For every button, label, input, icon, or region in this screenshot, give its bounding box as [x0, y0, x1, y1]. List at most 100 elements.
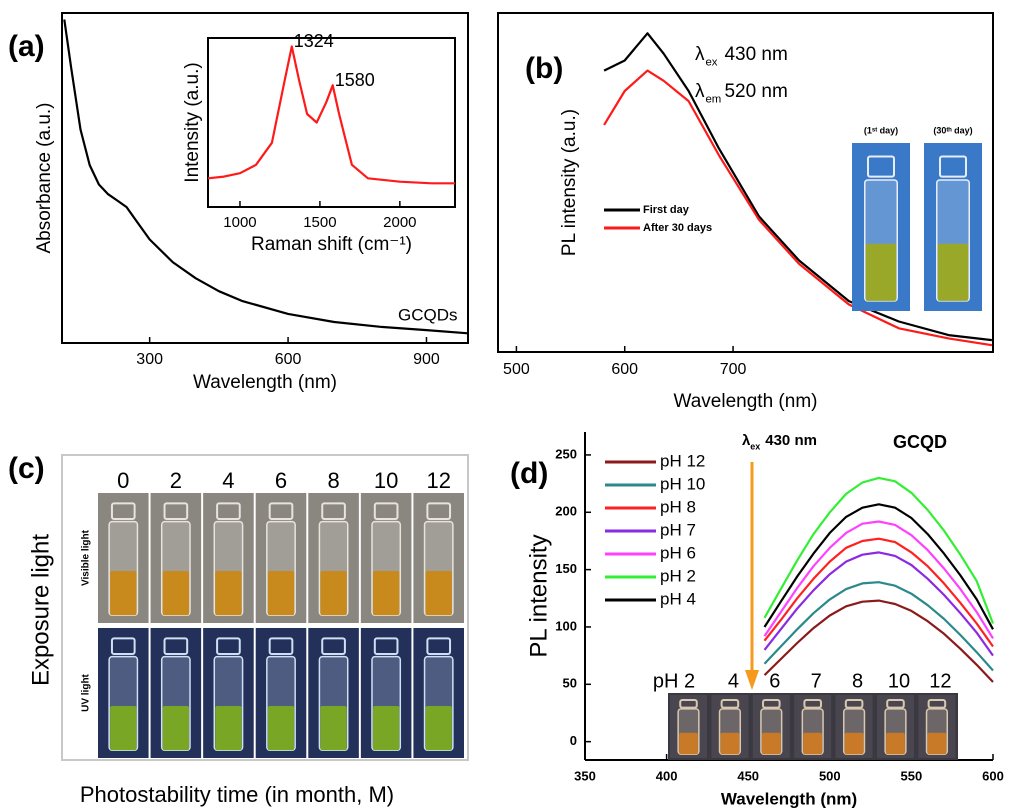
legend-label: After 30 days: [643, 222, 712, 234]
vial-liquid: [845, 733, 864, 754]
vial-liquid: [373, 571, 399, 615]
x-tick-label: 900: [413, 351, 440, 368]
peak-label: 1580: [335, 70, 375, 90]
photo-label: 4: [728, 670, 739, 692]
x-tick-label: 500: [503, 361, 530, 378]
x-tick-label: 600: [275, 351, 302, 368]
x-axis-title: Wavelength (nm): [674, 391, 818, 412]
vial-liquid: [426, 571, 452, 615]
legend-label: pH 2: [660, 566, 696, 585]
column-label: 10: [374, 468, 398, 493]
row-label: Visible light: [81, 529, 92, 586]
vial-liquid: [721, 733, 740, 754]
y-tick-label: 100: [555, 618, 577, 633]
x-tick-label: 1500: [303, 214, 336, 231]
subscript: ex: [750, 441, 760, 451]
vial-liquid: [163, 571, 189, 615]
y-axis-title: PL intensity (a.u.): [559, 109, 580, 256]
figure: 300600900Wavelength (nm)Absorbance (a.u.…: [0, 0, 1011, 812]
photo-label: (1ˢᵗ day): [864, 125, 898, 135]
legend-label: pH 8: [660, 497, 696, 516]
x-tick-label: 550: [901, 768, 923, 783]
sample-label: GCQD: [893, 432, 947, 452]
photo-label: (30ᵗʰ day): [933, 125, 972, 135]
x-tick-label: 500: [819, 768, 841, 783]
x-tick-label: 400: [656, 768, 678, 783]
vial-liquid: [320, 706, 346, 750]
arrow-head: [745, 670, 759, 690]
x-tick-label: 350: [574, 768, 596, 783]
vial-liquid: [938, 244, 968, 301]
legend-label: pH 7: [660, 520, 696, 539]
legend-label: First day: [643, 204, 690, 216]
legend-label: pH 10: [660, 474, 705, 493]
panel-label: (a): [8, 30, 45, 63]
panel-label: (d): [510, 457, 548, 490]
y-axis-title: PL intensity: [525, 534, 552, 657]
column-label: 12: [426, 468, 450, 493]
vial-liquid: [803, 733, 822, 754]
column-label: 0: [117, 468, 129, 493]
vial-liquid: [110, 571, 136, 615]
symbol: λ: [695, 81, 705, 102]
y-tick-label: 200: [555, 504, 577, 519]
panel-label: (c): [8, 452, 45, 485]
legend-label: pH 6: [660, 543, 696, 562]
x-tick-label: 2000: [383, 214, 416, 231]
vial-liquid: [886, 733, 905, 754]
x-tick-label: 700: [720, 361, 747, 378]
annotation: 430 nm: [765, 432, 817, 449]
vial-liquid: [268, 571, 294, 615]
y-tick-label: 0: [570, 733, 577, 748]
subscript: em: [705, 94, 721, 106]
x-tick-label: 600: [611, 361, 638, 378]
photo-label: pH 2: [653, 670, 695, 692]
x-tick-label: 300: [136, 351, 163, 368]
annotation: 430 nm: [724, 44, 787, 65]
photo-label: 10: [888, 670, 910, 692]
annotation: 520 nm: [724, 81, 787, 102]
y-tick-label: 50: [563, 676, 577, 691]
x-axis-title: Raman shift (cm⁻¹): [251, 234, 412, 255]
x-tick-label: 450: [737, 768, 759, 783]
x-tick-label: 600: [982, 768, 1004, 783]
vial-liquid: [426, 706, 452, 750]
vial-liquid: [320, 571, 346, 615]
photo-label: 12: [929, 670, 951, 692]
vial-liquid: [215, 571, 241, 615]
vial-liquid: [373, 706, 399, 750]
column-label: 2: [170, 468, 182, 493]
x-axis-title: Wavelength (nm): [721, 789, 857, 808]
symbol: λ: [695, 44, 705, 65]
photo-label: 7: [811, 670, 822, 692]
vial-liquid: [928, 733, 947, 754]
row-label: UV light: [81, 673, 92, 711]
vial-liquid: [866, 244, 896, 301]
annotation: GCQDs: [398, 305, 458, 324]
x-tick-label: 1000: [223, 214, 256, 231]
photo-label: 8: [852, 670, 863, 692]
column-label: 8: [327, 468, 339, 493]
y-axis-title: Intensity (a.u.): [182, 62, 203, 182]
vial-liquid: [679, 733, 698, 754]
legend-label: pH 12: [660, 451, 705, 470]
vial-liquid: [215, 706, 241, 750]
page: 300600900Wavelength (nm)Absorbance (a.u.…: [0, 0, 1011, 812]
vial-liquid: [268, 706, 294, 750]
y-tick-label: 150: [555, 561, 577, 576]
y-axis-title: Absorbance (a.u.): [34, 102, 55, 253]
vial-liquid: [762, 733, 781, 754]
vial-liquid: [110, 706, 136, 750]
photo-label: 6: [769, 670, 780, 692]
x-axis-title: Photostability time (in month, M): [80, 782, 394, 807]
y-tick-label: 250: [555, 446, 577, 461]
y-axis-title: Exposure light: [27, 534, 54, 686]
column-label: 6: [275, 468, 287, 493]
peak-label: 1324: [294, 31, 334, 51]
vial-liquid: [163, 706, 189, 750]
x-axis-title: Wavelength (nm): [193, 372, 337, 393]
legend-label: pH 4: [660, 589, 696, 608]
subscript: ex: [705, 57, 717, 69]
column-label: 4: [222, 468, 234, 493]
line-series: [765, 539, 994, 647]
